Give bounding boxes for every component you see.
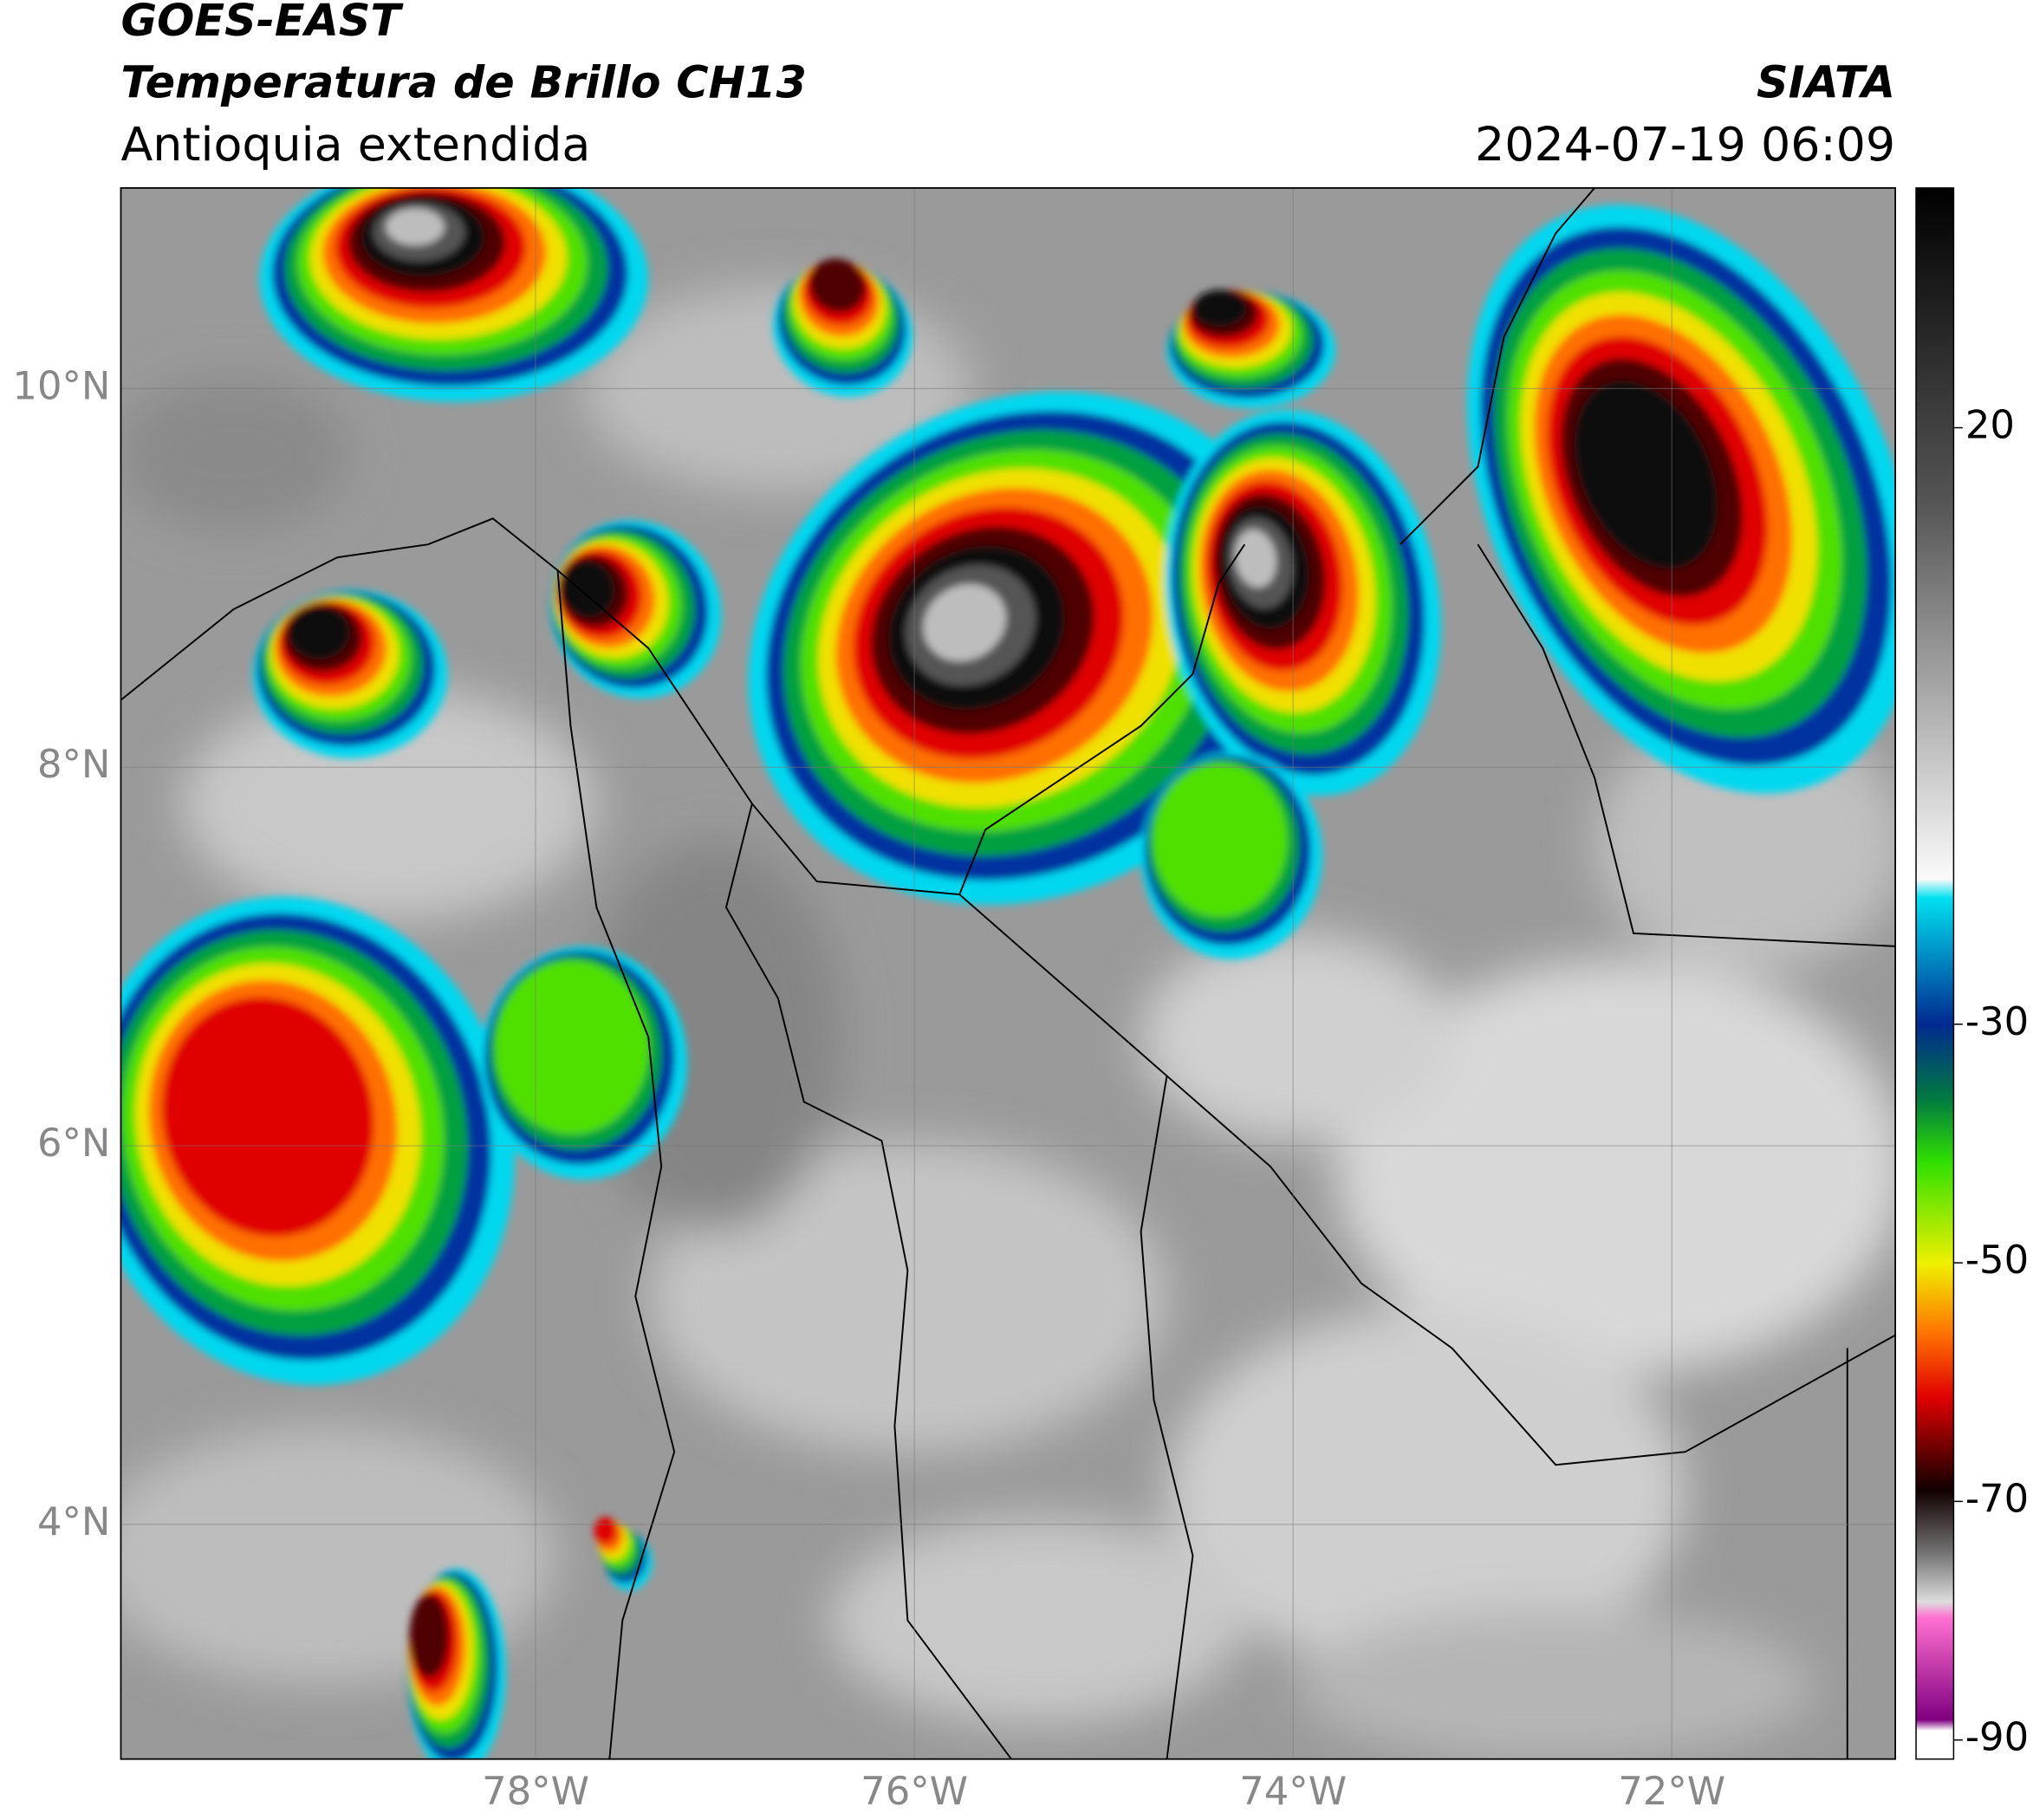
source: SIATA: [1757, 57, 1895, 108]
storm-level: [1192, 289, 1247, 328]
storms: [120, 187, 1896, 1759]
storm-level: [560, 560, 615, 618]
cloud: [1335, 959, 1896, 1375]
border: [120, 517, 1246, 896]
graticule: [120, 187, 1896, 1759]
lon-label: 78°W: [482, 1768, 589, 1814]
borders: [120, 187, 1896, 1759]
storm-level: [1152, 763, 1288, 918]
datetime: 2024-07-19 06:09: [1475, 117, 1895, 172]
cloud: [1166, 1309, 1686, 1673]
storm-level: [288, 605, 351, 660]
map: [120, 187, 1896, 1759]
colorbar-label: 20: [1965, 402, 2015, 448]
lat-label: 10°N: [12, 362, 110, 408]
cloud: [1140, 933, 1452, 1141]
lat-label: 6°N: [37, 1120, 111, 1166]
border: [1400, 187, 1896, 947]
cloud: [648, 1141, 1167, 1453]
subtitle: Temperatura de Brillo CH13: [120, 57, 806, 108]
map-frame: [120, 186, 1896, 1760]
colorbar: [1915, 187, 1955, 1760]
cloud: [829, 1517, 1245, 1725]
cloud-texture: [120, 285, 1896, 1759]
colorbar-label: -50: [1965, 1237, 2029, 1283]
border: [724, 803, 1012, 1759]
lat-label: 4°N: [37, 1498, 111, 1544]
region: Antioquia extendida: [120, 117, 590, 172]
lon-label: 76°W: [861, 1768, 968, 1814]
storm-level: [809, 258, 866, 313]
storm-level: [1235, 529, 1276, 588]
axis-labels: 10°N 8°N 6°N 4°N 78°W 76°W 74°W 72°W: [12, 362, 1725, 1814]
border: [958, 894, 1896, 1466]
lat-label: 8°N: [37, 741, 111, 787]
lon-label: 72°W: [1618, 1768, 1725, 1814]
storm-level: [1574, 380, 1718, 569]
storm-level: [923, 584, 1006, 661]
border: [1140, 1076, 1848, 1759]
cloud: [181, 686, 597, 920]
storm-level: [161, 997, 374, 1237]
storm-level: [386, 208, 445, 246]
colorbar-label: -90: [1965, 1714, 2029, 1760]
colorbar-ticks: 20 -30 -50 -70 -90: [1953, 402, 2029, 1760]
colorbar-label: -70: [1965, 1475, 2029, 1521]
coast: [556, 570, 676, 1759]
storm-level: [409, 1594, 450, 1679]
cloud: [1296, 1607, 1815, 1759]
storm-level: [494, 960, 650, 1134]
colorbar-label: -30: [1965, 998, 2029, 1044]
title: GOES-EAST: [120, 0, 404, 46]
storm-level: [594, 1517, 618, 1545]
lon-label: 74°W: [1239, 1768, 1347, 1814]
cloud: [120, 375, 351, 532]
